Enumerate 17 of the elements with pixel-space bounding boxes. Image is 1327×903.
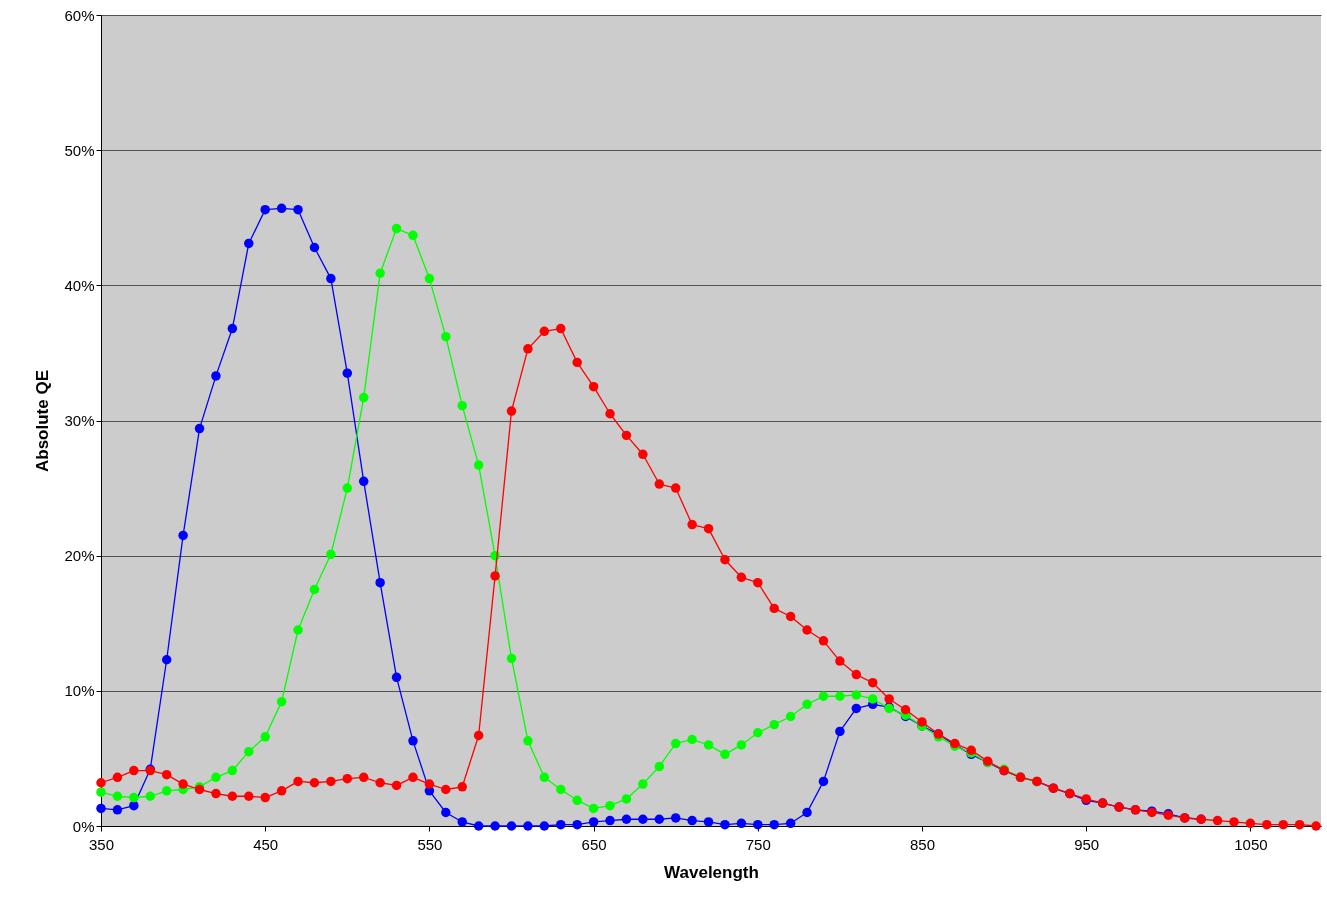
x-tick-label: 350	[88, 835, 115, 853]
x-tick-label: 1050	[1234, 835, 1268, 853]
y-tick-label: 60%	[64, 6, 95, 24]
x-axis-title: Wavelength	[664, 862, 759, 882]
y-tick-label: 50%	[64, 141, 95, 159]
x-tick-label: 650	[581, 835, 607, 853]
y-tick-label: 20%	[64, 547, 95, 565]
x-tick-label: 950	[1074, 835, 1100, 853]
x-tick-label: 850	[909, 835, 936, 853]
y-tick-label: 0%	[72, 817, 95, 835]
y-tick-label: 40%	[64, 276, 95, 294]
x-tick-label: 450	[253, 835, 279, 853]
x-tick-label: 550	[417, 835, 443, 853]
y-axis-title: Absolute QE	[33, 369, 53, 473]
y-tick-label: 10%	[64, 682, 95, 700]
x-tick-label: 750	[745, 835, 771, 853]
y-tick-label: 30%	[64, 412, 95, 429]
